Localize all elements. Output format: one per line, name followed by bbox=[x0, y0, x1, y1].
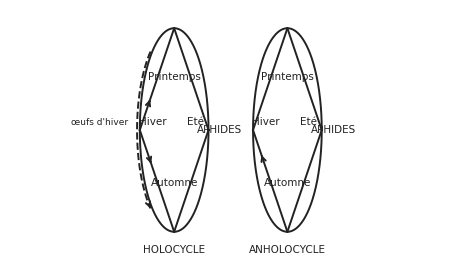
Text: Hiver: Hiver bbox=[139, 117, 166, 127]
Text: Printemps: Printemps bbox=[148, 72, 201, 82]
Text: Automne: Automne bbox=[264, 178, 311, 188]
Text: Eté: Eté bbox=[187, 117, 204, 127]
Text: Eté: Eté bbox=[300, 117, 317, 127]
Text: Hiver: Hiver bbox=[252, 117, 280, 127]
Text: HOLOCYCLE: HOLOCYCLE bbox=[143, 245, 205, 255]
Text: APHIDES: APHIDES bbox=[197, 125, 243, 135]
Text: Printemps: Printemps bbox=[261, 72, 314, 82]
Text: Automne: Automne bbox=[150, 178, 198, 188]
Text: APHIDES: APHIDES bbox=[311, 125, 356, 135]
Text: ANHOLOCYCLE: ANHOLOCYCLE bbox=[249, 245, 326, 255]
Text: œufs d'hiver: œufs d'hiver bbox=[70, 118, 128, 127]
